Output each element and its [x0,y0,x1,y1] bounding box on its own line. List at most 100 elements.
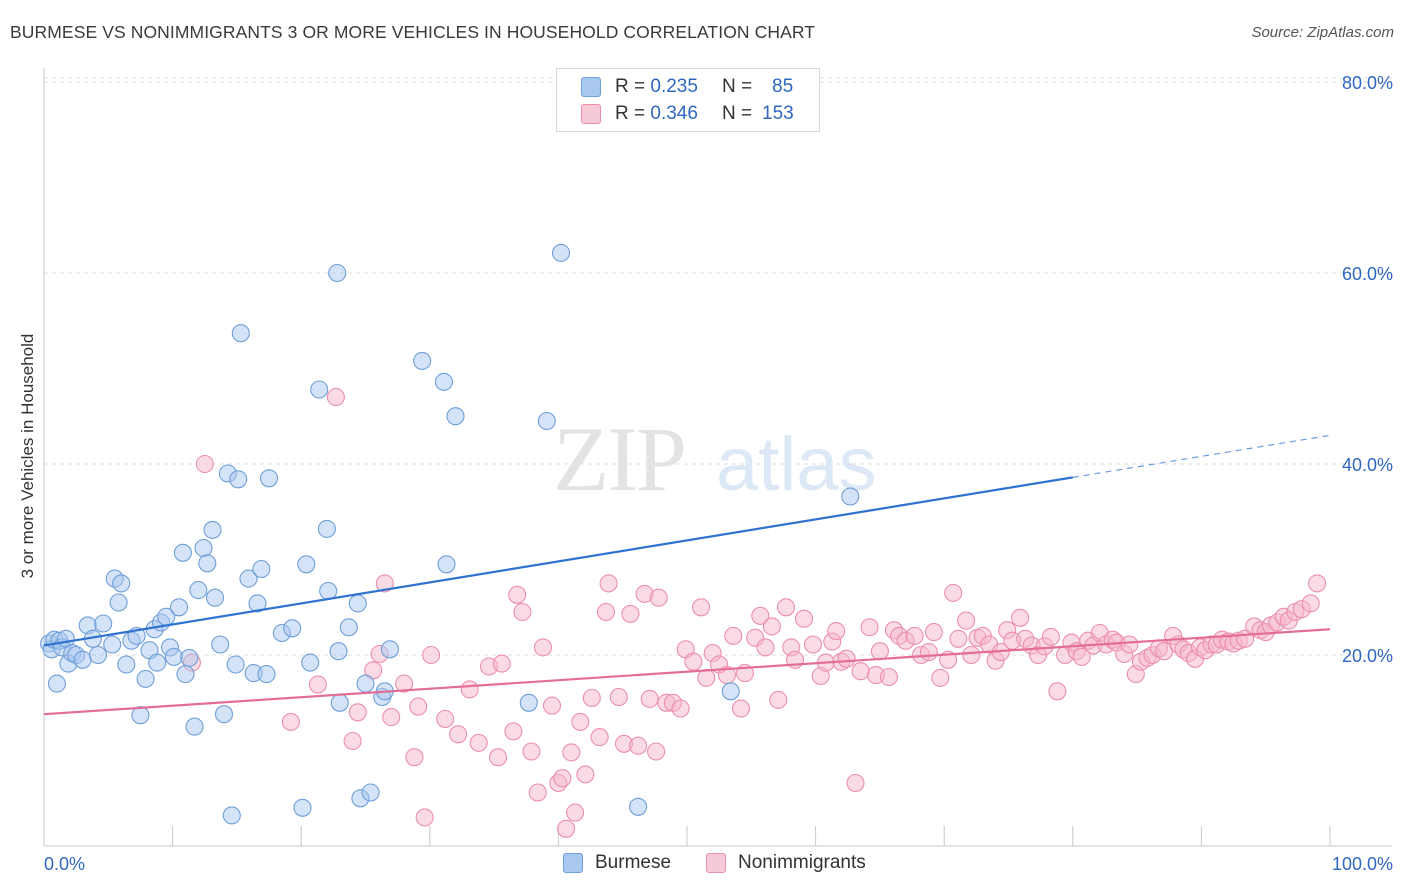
nonimmigrants-point[interactable] [195,454,214,474]
burmese-point[interactable] [537,411,556,431]
nonimmigrants-point[interactable] [405,748,424,767]
nonimmigrants-point[interactable] [348,703,367,722]
burmese-point[interactable] [551,243,571,262]
nonimmigrants-point[interactable] [649,588,668,607]
burmese-point[interactable] [94,614,113,633]
nonimmigrants-point[interactable] [395,674,414,693]
burmese-point[interactable] [136,669,155,688]
burmese-point[interactable] [519,693,538,712]
nonimmigrants-point[interactable] [949,629,968,648]
nonimmigrants-point[interactable] [326,388,345,407]
burmese-point[interactable] [173,543,192,562]
nonimmigrants-point[interactable] [827,622,846,641]
nonimmigrants-point[interactable] [837,649,856,668]
burmese-point[interactable] [437,555,456,574]
burmese-point[interactable] [103,635,122,654]
nonimmigrants-point[interactable] [1011,608,1030,627]
nonimmigrants-point[interactable] [596,602,616,622]
nonimmigrants-point[interactable] [629,736,648,755]
burmese-point[interactable] [117,655,136,674]
nonimmigrants-point[interactable] [962,645,981,665]
burmese-point[interactable] [176,665,195,684]
nonimmigrants-point[interactable] [504,722,523,741]
nonimmigrants-point[interactable] [697,668,716,687]
burmese-point[interactable] [283,619,302,638]
nonimmigrants-point[interactable] [692,598,711,617]
nonimmigrants-point[interactable] [557,819,576,838]
burmese-point[interactable] [222,806,241,825]
nonimmigrants-point[interactable] [508,585,527,604]
burmese-point[interactable] [194,538,213,558]
burmese-point[interactable] [841,487,860,506]
nonimmigrants-point[interactable] [308,675,327,694]
nonimmigrants-point[interactable] [919,643,938,662]
nonimmigrants-point[interactable] [528,783,547,802]
burmese-point[interactable] [297,555,316,574]
nonimmigrants-point[interactable] [762,617,781,636]
nonimmigrants-point[interactable] [542,696,562,715]
nonimmigrants-point[interactable] [409,697,428,716]
nonimmigrants-point[interactable] [621,604,640,623]
nonimmigrants-point[interactable] [609,687,628,707]
nonimmigrants-point[interactable] [1072,647,1091,666]
burmese-point[interactable] [446,407,465,426]
nonimmigrants-point[interactable] [846,773,865,793]
nonimmigrants-point[interactable] [1308,574,1327,593]
nonimmigrants-point[interactable] [343,731,362,751]
nonimmigrants-point[interactable] [566,803,585,822]
nonimmigrants-point[interactable] [562,743,581,762]
nonimmigrants-point[interactable] [436,709,455,729]
nonimmigrants-point[interactable] [851,662,870,681]
burmese-point[interactable] [629,797,648,816]
nonimmigrants-point[interactable] [731,699,751,718]
nonimmigrants-point[interactable] [1120,635,1139,654]
nonimmigrants-point[interactable] [944,583,963,602]
burmese-point[interactable] [198,554,217,573]
burmese-point[interactable] [226,655,245,674]
nonimmigrants-point[interactable] [640,689,659,708]
nonimmigrants-point[interactable] [449,725,468,744]
burmese-point[interactable] [329,642,348,661]
burmese-point[interactable] [721,682,740,701]
burmese-point[interactable] [47,674,66,693]
nonimmigrants-point[interactable] [1041,627,1060,646]
series-legend-burmese[interactable]: Burmese [563,852,671,874]
burmese-point[interactable] [109,593,128,612]
nonimmigrants-point[interactable] [751,606,770,625]
nonimmigrants-point[interactable] [492,654,511,673]
nonimmigrants-point[interactable] [469,733,488,752]
nonimmigrants-point[interactable] [924,623,943,642]
nonimmigrants-point[interactable] [281,712,300,731]
nonimmigrants-point[interactable] [684,652,703,671]
burmese-point[interactable] [259,469,279,488]
nonimmigrants-point[interactable] [590,728,609,747]
nonimmigrants-point[interactable] [647,742,666,761]
burmese-point[interactable] [330,693,349,712]
burmese-point[interactable] [231,324,250,343]
burmese-point[interactable] [214,705,234,724]
nonimmigrants-point[interactable] [769,690,788,709]
burmese-point[interactable] [205,588,225,607]
burmese-point[interactable] [356,674,375,693]
nonimmigrants-point[interactable] [415,808,434,827]
nonimmigrants-point[interactable] [860,618,879,637]
series-legend-nonimmigrants[interactable]: Nonimmigrants [706,852,866,874]
nonimmigrants-point[interactable] [671,699,690,718]
nonimmigrants-point[interactable] [533,638,553,657]
nonimmigrants-point[interactable] [1301,594,1320,613]
nonimmigrants-point[interactable] [599,574,618,593]
nonimmigrants-point[interactable] [553,769,572,788]
nonimmigrants-point[interactable] [382,708,401,727]
nonimmigrants-point[interactable] [957,611,976,630]
burmese-point[interactable] [317,519,336,538]
nonimmigrants-point[interactable] [776,598,796,617]
nonimmigrants-point[interactable] [488,748,508,767]
nonimmigrants-point[interactable] [931,668,950,687]
burmese-point[interactable] [73,650,92,669]
burmese-point[interactable] [301,653,320,672]
burmese-point[interactable] [413,351,432,370]
burmese-point[interactable] [339,618,358,637]
burmese-point[interactable] [112,574,131,593]
nonimmigrants-point[interactable] [422,645,441,665]
burmese-point[interactable] [131,706,150,725]
